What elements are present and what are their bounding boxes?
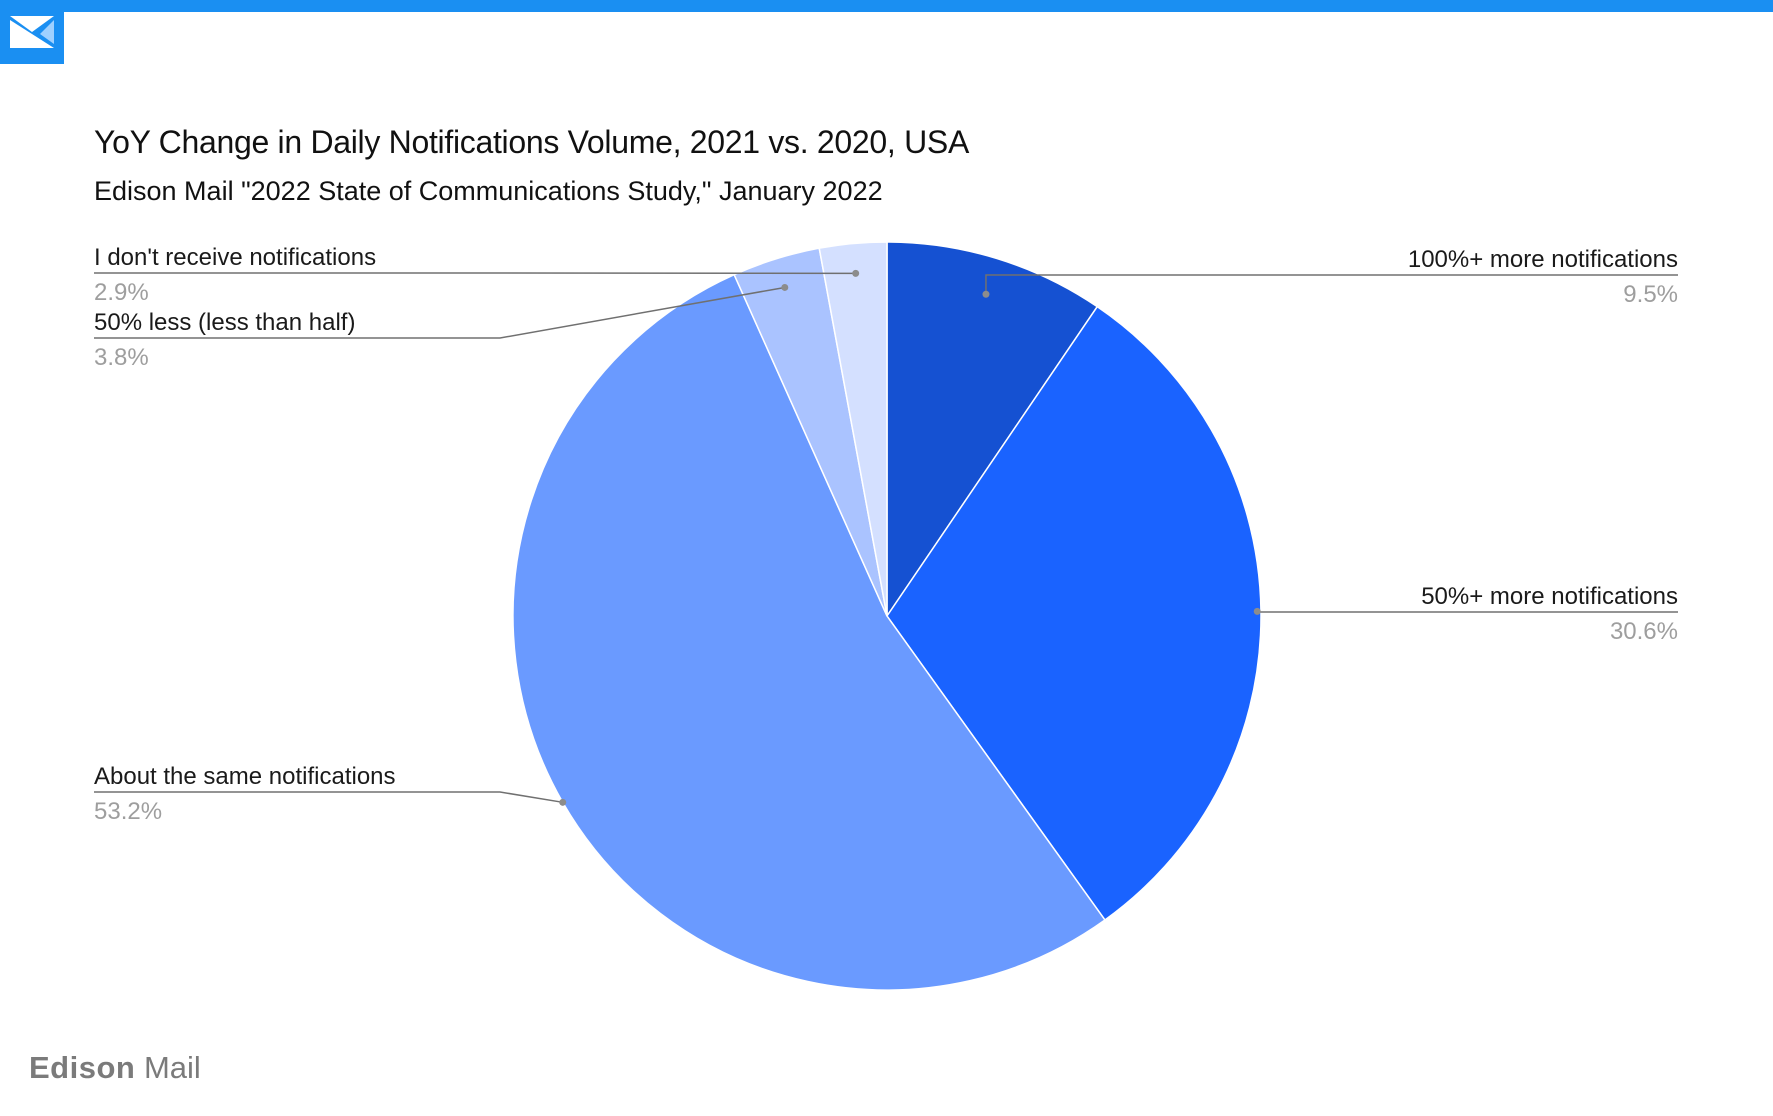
leader-dot-100-more-notifications <box>982 290 990 298</box>
slice-label-50-more-notifications: 50%+ more notifications <box>1421 583 1678 610</box>
slice-value-about-the-same-notifications: 53.2% <box>94 798 162 825</box>
leader-line-50-more-notifications <box>1256 611 1678 613</box>
slice-label-100-more-notifications: 100%+ more notifications <box>1408 246 1678 273</box>
leader-line-100-more-notifications <box>985 274 1678 295</box>
envelope-icon <box>10 16 54 48</box>
pie-slice-100-more-notifications <box>886 241 1099 619</box>
leader-line-about-the-same-notifications <box>94 791 563 804</box>
leader-dot-i-don-t-receive-notifications <box>852 269 860 277</box>
slice-label-about-the-same-notifications: About the same notifications <box>94 763 396 790</box>
slice-value-50-less-less-than-half: 3.8% <box>94 344 149 371</box>
slice-label-50-less-less-than-half: 50% less (less than half) <box>94 309 355 336</box>
brand-name-light: Mail <box>143 1050 201 1085</box>
slice-label-i-don-t-receive-notifications: I don't receive notifications <box>94 244 376 271</box>
leader-dot-50-more-notifications <box>1253 607 1261 615</box>
slice-value-100-more-notifications: 9.5% <box>1623 281 1678 308</box>
pie-slice-i-don-t-receive-notifications <box>818 241 888 617</box>
leader-dot-about-the-same-notifications <box>559 798 567 806</box>
brand-name-bold: Edison <box>29 1050 136 1085</box>
leader-dot-50-less-less-than-half <box>781 283 789 291</box>
leader-line-50-less-less-than-half <box>94 286 785 339</box>
brand-wordmark: Edison Mail <box>29 1050 201 1086</box>
slice-value-i-don-t-receive-notifications: 2.9% <box>94 279 149 306</box>
slice-value-50-more-notifications: 30.6% <box>1610 618 1678 645</box>
chart-subtitle: Edison Mail "2022 State of Communication… <box>94 176 883 206</box>
logo-badge <box>0 0 64 64</box>
chart-title: YoY Change in Daily Notifications Volume… <box>94 124 969 160</box>
top-accent-bar <box>0 0 1773 12</box>
